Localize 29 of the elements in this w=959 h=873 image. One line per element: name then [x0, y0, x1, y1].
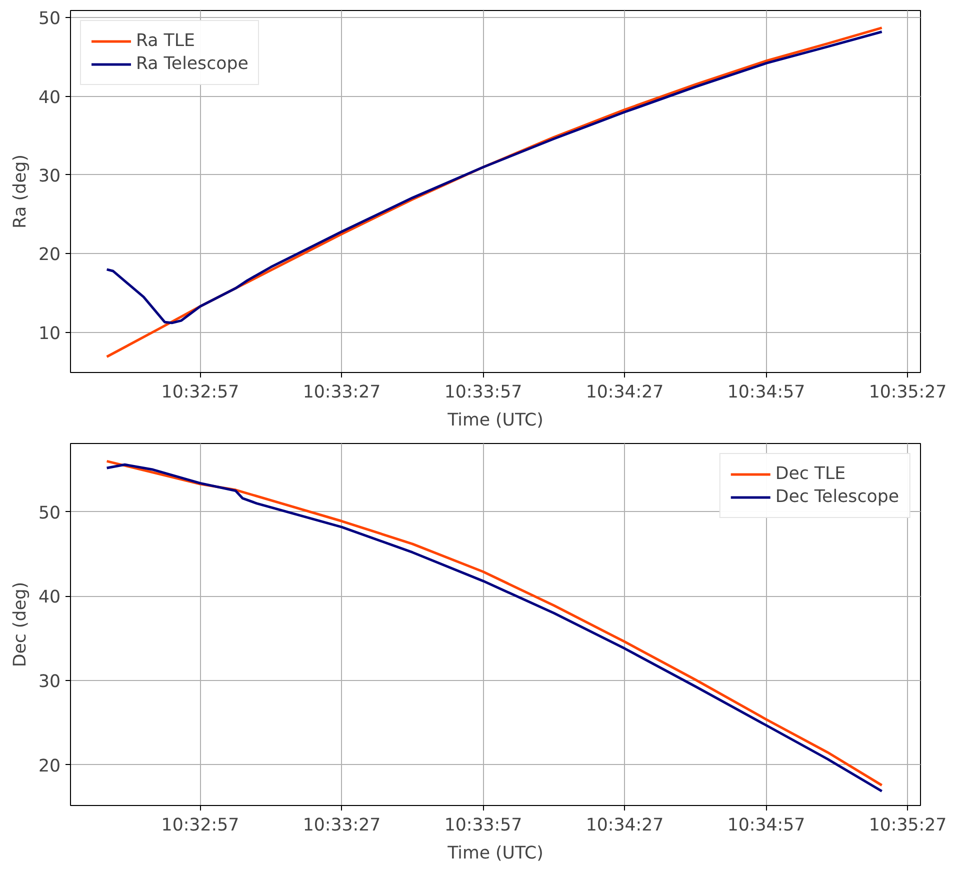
legend-label: Ra Telescope	[136, 54, 248, 74]
x-tick-label: 10:33:27	[302, 382, 381, 402]
legend-label: Ra TLE	[136, 31, 195, 51]
x-axis-title: Time (UTC)	[446, 410, 544, 430]
x-tick-label: 10:32:57	[161, 382, 240, 402]
x-tick-label: 10:35:27	[868, 382, 947, 402]
x-tick-label: 10:33:57	[444, 816, 522, 836]
x-tick-label: 10:34:27	[586, 816, 664, 836]
y-tick-label: 20	[38, 245, 61, 266]
x-tick-label: 10:33:27	[302, 816, 381, 836]
x-tick-label: 10:32:57	[161, 816, 240, 836]
x-axis-title: Time (UTC)	[446, 844, 544, 864]
x-tick-label: 10:34:57	[727, 816, 806, 836]
y-tick-label: 40	[38, 588, 61, 608]
y-tick-label: 50	[38, 503, 61, 524]
y-tick-label: 20	[38, 756, 61, 776]
x-tick-label: 10:33:57	[444, 382, 522, 402]
y-axis-title: Dec (deg)	[10, 582, 30, 668]
y-tick-label: 30	[38, 672, 61, 692]
x-tick-label: 10:35:27	[868, 816, 947, 836]
legend-label: Dec TLE	[775, 464, 846, 484]
x-tick-label: 10:34:57	[727, 382, 806, 402]
y-tick-label: 30	[38, 166, 61, 186]
y-axis-title: Ra (deg)	[10, 154, 30, 228]
y-tick-label: 40	[38, 88, 61, 108]
y-tick-label: 10	[38, 324, 61, 344]
legend-label: Dec Telescope	[775, 487, 899, 507]
x-tick-label: 10:34:27	[586, 382, 664, 402]
y-tick-label: 50	[38, 9, 61, 30]
